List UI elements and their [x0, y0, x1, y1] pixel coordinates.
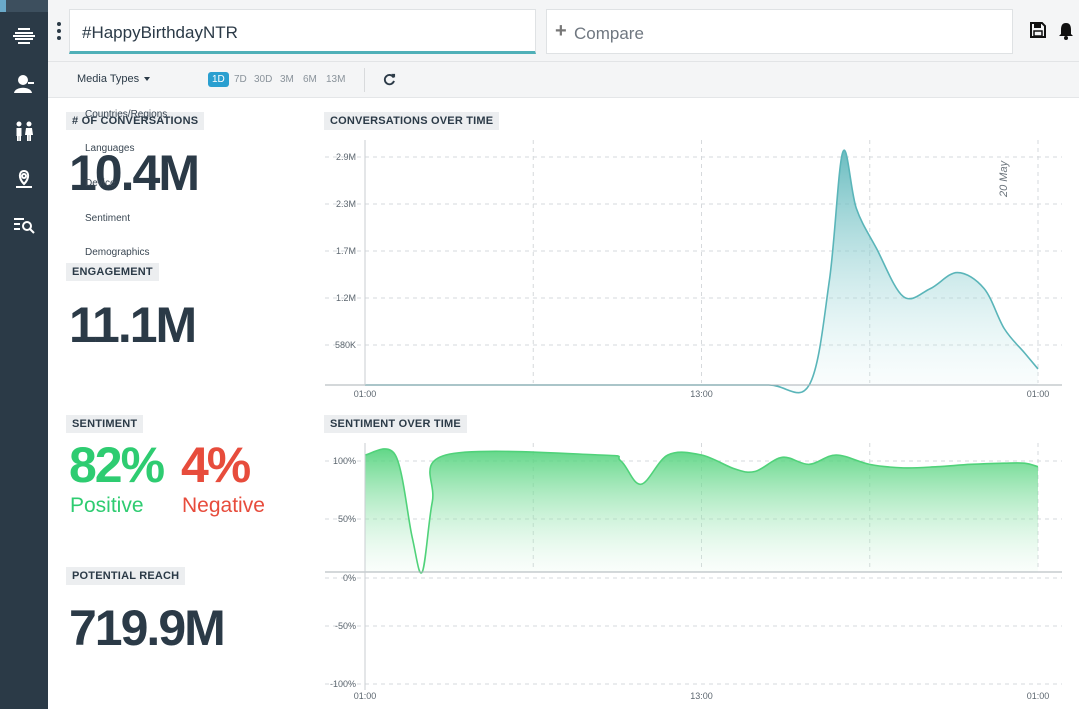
menu-item-countries[interactable]: Countries/Regions — [85, 109, 168, 120]
x-tick-label: 01:00 — [354, 691, 377, 701]
kebab-menu-icon[interactable] — [54, 21, 64, 41]
range-13m-button[interactable]: 13M — [326, 74, 346, 85]
media-types-dropdown[interactable]: Media Types — [77, 73, 151, 85]
y-tick-label: 0% — [343, 573, 356, 583]
series-area — [365, 448, 1038, 573]
menu-item-demographics[interactable]: Demographics — [85, 247, 150, 258]
y-tick-label: 100% — [333, 456, 356, 466]
sidebar-top-accent — [0, 0, 48, 12]
sentiment-chart-title: SENTIMENT OVER TIME — [324, 415, 467, 433]
range-6m-button[interactable]: 6M — [303, 74, 317, 85]
hamburger-logo-icon[interactable] — [12, 24, 36, 48]
potential-reach-value: 719.9M — [69, 600, 226, 656]
y-tick-label: 1.7M — [336, 246, 356, 256]
y-tick-label: 2.3M — [336, 199, 356, 209]
toolbar: Media Types 1D 7D 30D 3M 6M 13M — [48, 62, 1079, 98]
series-area — [365, 150, 1038, 393]
y-tick-label: 2.9M — [336, 152, 356, 162]
toolbar-divider — [364, 68, 365, 92]
conversations-chart-title: CONVERSATIONS OVER TIME — [324, 112, 500, 130]
range-3m-button[interactable]: 3M — [280, 74, 294, 85]
x-tick-label: 01:00 — [1027, 691, 1050, 701]
menu-item-sentiment[interactable]: Sentiment — [85, 213, 131, 224]
plus-icon: + — [555, 20, 567, 42]
positive-percent: 82% — [69, 437, 165, 493]
sentiment-chart: 100% 50% 0% -50% -100% 01:00 13:00 01:00 — [325, 443, 1062, 701]
conversations-chart: 580K 1.2M 1.7M 2.3M 2.9M 01:00 13:00 01:00 20 Ma… — [325, 140, 1062, 399]
x-tick-label: 01:00 — [354, 389, 377, 399]
menu-item-devices[interactable]: Devices — [85, 178, 115, 189]
list-search-icon[interactable] — [12, 213, 36, 237]
range-30d-button[interactable]: 30D — [254, 74, 273, 85]
range-7d-button[interactable]: 7D — [234, 74, 247, 85]
people-icon[interactable] — [12, 119, 36, 143]
range-1d-button[interactable]: 1D — [208, 72, 229, 87]
conversations-value: 10.4M — [69, 145, 200, 201]
menu-item-languages[interactable]: Languages — [85, 143, 135, 154]
positive-label: Positive — [70, 494, 144, 517]
refresh-icon[interactable] — [383, 73, 396, 86]
caret-down-icon — [144, 77, 151, 82]
potential-reach-title: POTENTIAL REACH — [66, 567, 186, 585]
compare-label: Compare — [574, 24, 644, 43]
y-tick-label: 50% — [338, 514, 356, 524]
user-icon[interactable] — [12, 72, 36, 96]
conversations-title: # OF CONVERSATIONS — [66, 112, 205, 130]
date-annotation: 20 May — [998, 159, 1010, 198]
compare-button[interactable]: + Compare — [546, 9, 1013, 54]
negative-percent: 4% — [181, 437, 251, 493]
search-input-value: #HappyBirthdayNTR — [82, 23, 238, 42]
y-tick-label: -100% — [330, 679, 356, 689]
sentiment-title: SENTIMENT — [66, 415, 144, 433]
y-tick-label: -50% — [335, 621, 356, 631]
negative-label: Negative — [182, 494, 265, 517]
search-input[interactable]: #HappyBirthdayNTR — [69, 9, 536, 54]
bell-icon[interactable] — [1058, 22, 1074, 40]
sidebar — [0, 0, 48, 709]
x-tick-label: 13:00 — [690, 691, 713, 701]
x-tick-label: 13:00 — [690, 389, 713, 399]
save-icon[interactable] — [1030, 22, 1046, 38]
y-tick-label: 1.2M — [336, 293, 356, 303]
x-tick-label: 01:00 — [1027, 389, 1050, 399]
media-types-label: Media Types — [77, 73, 140, 85]
engagement-value: 11.1M — [69, 297, 197, 353]
engagement-title: ENGAGEMENT — [66, 263, 159, 281]
location-pin-icon[interactable] — [12, 167, 36, 191]
y-tick-label: 580K — [335, 340, 356, 350]
header-bar: #HappyBirthdayNTR + Compare — [48, 0, 1079, 62]
series-line — [364, 448, 1039, 574]
